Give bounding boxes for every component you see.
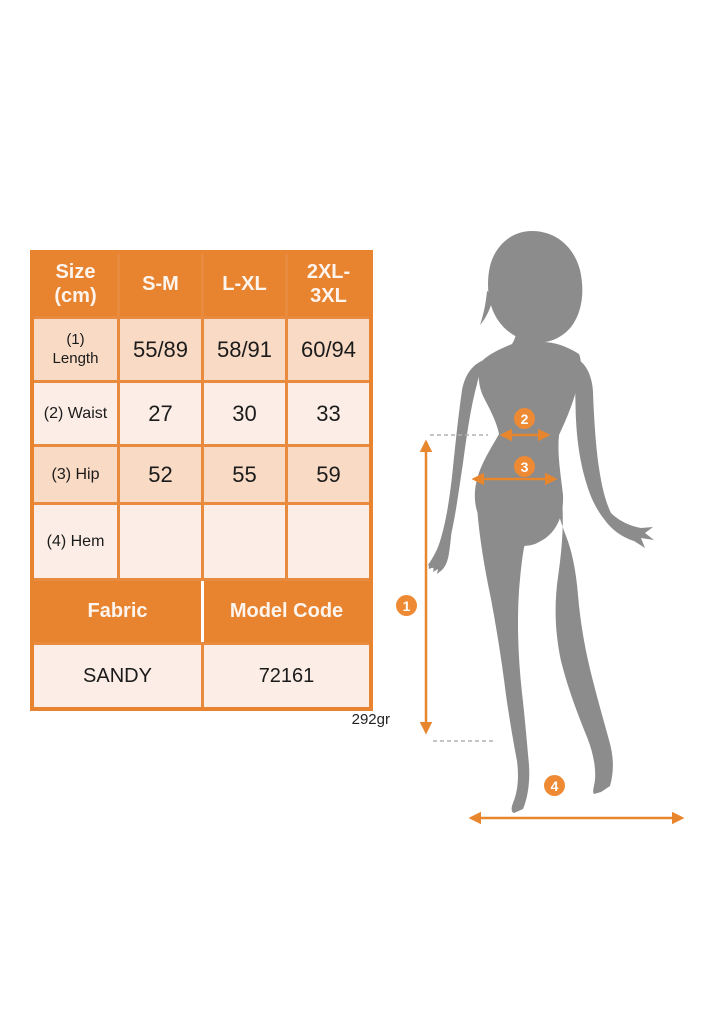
- cell-length-lxl: 58/91: [204, 319, 285, 380]
- measure-badge-4: 4: [544, 775, 565, 796]
- cell-hip-2xl3xl: 59: [288, 447, 369, 502]
- cell-waist-2xl3xl: 33: [288, 383, 369, 444]
- row-label-waist: (2) Waist: [34, 383, 117, 444]
- weight-note: 292gr: [351, 711, 390, 728]
- model-code-header: Model Code: [204, 581, 369, 642]
- row-label-hem: (4) Hem: [34, 505, 117, 578]
- size-table: Size (cm) S-M L-XL 2XL- 3XL (1) Length 5…: [30, 250, 373, 711]
- cell-waist-sm: 27: [120, 383, 201, 444]
- model-code-value: 72161: [204, 645, 369, 707]
- measure-badge-1: 1: [396, 595, 417, 616]
- woman-silhouette: [428, 231, 654, 813]
- cell-waist-lxl: 30: [204, 383, 285, 444]
- cell-length-sm: 55/89: [120, 319, 201, 380]
- cell-hip-sm: 52: [120, 447, 201, 502]
- cell-hem-lxl: [204, 505, 285, 578]
- cell-hem-sm: [120, 505, 201, 578]
- cell-hem-2xl3xl: [288, 505, 369, 578]
- cell-length-2xl3xl: 60/94: [288, 319, 369, 380]
- measure-badge-3: 3: [514, 456, 535, 477]
- column-header-l-xl: L-XL: [204, 254, 285, 316]
- column-header-2xl-3xl: 2XL- 3XL: [288, 254, 369, 316]
- cell-hip-lxl: 55: [204, 447, 285, 502]
- row-label-hip: (3) Hip: [34, 447, 117, 502]
- measure-badge-2: 2: [514, 408, 535, 429]
- column-header-s-m: S-M: [120, 254, 201, 316]
- column-header-size-cm: Size (cm): [34, 254, 117, 316]
- row-label-length: (1) Length: [34, 319, 117, 380]
- fabric-value: SANDY: [34, 645, 201, 707]
- fabric-header: Fabric: [34, 581, 201, 642]
